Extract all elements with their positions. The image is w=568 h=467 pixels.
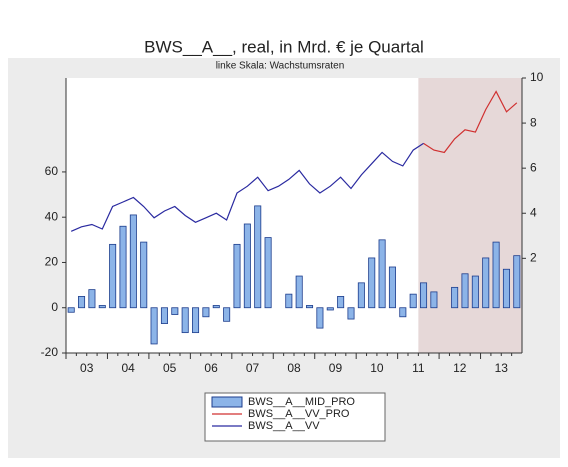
chart-title: BWS__A__, real, in Mrd. € je Quartal [144,37,424,56]
bar [409,293,417,309]
bar [119,225,127,309]
x-tick-label: 07 [246,361,260,375]
line [423,90,518,154]
x-tick-label: 12 [453,361,467,375]
bar [513,255,521,309]
bar [430,291,438,309]
line [70,142,424,232]
bar [399,307,407,318]
y-tick-label: 60 [45,164,59,178]
x-tick-label: 11 [412,361,425,375]
x-tick-label: 13 [495,361,509,375]
y2-tick-label: 4 [530,205,537,219]
bar [160,307,168,324]
chart-subtitle: linke Skala: Wachstumsraten [216,61,345,72]
x-tick-label: 09 [329,361,343,375]
bar [461,273,469,309]
bar [243,223,251,309]
bar [88,289,96,309]
bar [337,296,345,309]
bar [378,239,386,309]
bar [140,241,148,309]
y2-tick-label: 10 [530,70,544,84]
bar [202,307,210,318]
bar [171,307,179,315]
bar [471,275,479,309]
bar [109,243,117,309]
y-tick-label: -20 [41,345,59,359]
bar [326,307,334,311]
bar [306,305,314,309]
bar [420,282,428,309]
y-tick-label: 20 [45,255,59,269]
x-tick-label: 08 [287,361,301,375]
legend-swatch [211,396,243,408]
y2-tick-label: 6 [530,160,537,174]
y-tick-label: 0 [51,300,58,314]
x-tick-label: 10 [370,361,384,375]
bar [264,237,272,309]
bar [316,307,324,329]
legend-label: BWS__A__VV_PRO [248,408,350,420]
x-tick-label: 06 [204,361,218,375]
forecast-shade [418,78,522,353]
bar [192,307,200,334]
bar [357,282,365,309]
bar [78,296,86,309]
bar [492,241,500,309]
bar [347,307,355,320]
bar [181,307,189,334]
bar [254,205,262,309]
legend-label: BWS__A__VV [248,420,320,432]
x-tick-label: 04 [122,361,136,375]
bar [212,305,220,309]
bar [98,305,106,309]
bar [388,266,396,309]
bar [233,243,241,309]
bar [129,214,137,309]
x-tick-label: 05 [163,361,177,375]
bar [150,307,158,345]
bar [295,275,303,309]
y2-tick-label: 8 [530,115,537,129]
bar [502,268,510,309]
bar [482,257,490,309]
y2-tick-label: 2 [530,250,537,264]
bar [368,257,376,309]
x-tick-label: 03 [80,361,94,375]
bar [451,286,459,309]
bar [67,307,75,313]
bar [285,293,293,309]
bar [223,307,231,322]
y-tick-label: 40 [45,209,59,223]
legend-label: BWS__A__MID_PRO [248,396,355,408]
